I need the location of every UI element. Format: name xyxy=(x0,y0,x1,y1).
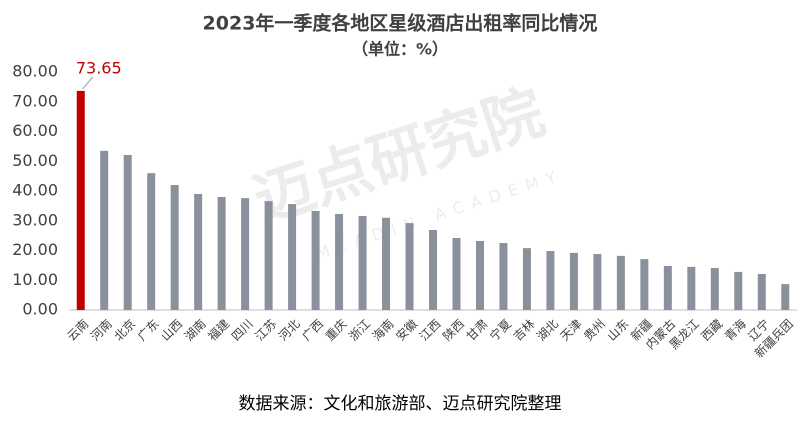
bar xyxy=(710,268,719,310)
x-tick-label: 西藏 xyxy=(699,317,726,344)
x-tick-label: 江苏 xyxy=(252,317,279,344)
bar xyxy=(640,259,649,310)
x-tick-label: 海南 xyxy=(369,316,397,344)
bar xyxy=(335,213,344,310)
bar xyxy=(546,251,555,310)
x-tick-label: 广东 xyxy=(135,317,162,344)
chart-subtitle: （单位：%） xyxy=(352,40,448,59)
bar xyxy=(288,204,297,310)
x-tick-label: 山西 xyxy=(158,317,185,344)
bar xyxy=(475,240,484,310)
bar xyxy=(382,217,391,310)
y-tick-label: 30.00 xyxy=(12,210,58,229)
x-tick-label: 湖南 xyxy=(181,316,209,344)
bar xyxy=(358,215,367,310)
chart-title: 2023年一季度各地区星级酒店出租率同比情况 xyxy=(203,12,598,35)
y-tick-label: 10.00 xyxy=(12,270,58,289)
x-tick-label: 河北 xyxy=(276,317,303,344)
bar xyxy=(123,155,132,310)
bar xyxy=(663,265,672,310)
x-tick-label: 宁夏 xyxy=(486,316,514,344)
x-tick-label: 山东 xyxy=(605,317,632,344)
x-tick-label: 福建 xyxy=(205,316,233,344)
x-tick-label: 北京 xyxy=(111,317,138,344)
bar xyxy=(757,274,766,310)
bar xyxy=(734,271,743,310)
data-label: 73.65 xyxy=(76,58,122,77)
bar xyxy=(616,255,625,310)
x-tick-label: 江西 xyxy=(417,317,444,344)
y-tick-label: 60.00 xyxy=(12,121,58,140)
bar xyxy=(781,284,790,310)
bar xyxy=(76,90,85,310)
x-tick-label: 湖北 xyxy=(533,316,561,344)
bar xyxy=(100,150,109,310)
bar xyxy=(687,266,696,310)
x-tick-label: 青海 xyxy=(721,316,749,344)
y-tick-label: 70.00 xyxy=(12,91,58,110)
x-tick-label: 广西 xyxy=(299,317,326,344)
y-tick-label: 50.00 xyxy=(12,151,58,170)
x-tick-label: 浙江 xyxy=(346,317,373,344)
x-tick-label: 河南 xyxy=(87,316,115,344)
y-tick-label: 0.00 xyxy=(22,300,58,319)
bar xyxy=(452,238,461,310)
x-tick-label: 四川 xyxy=(229,317,256,344)
bar xyxy=(194,193,203,310)
x-tick-label: 天津 xyxy=(558,317,585,344)
x-tick-label: 云南 xyxy=(64,316,92,344)
bar xyxy=(522,248,531,310)
x-tick-label: 安徽 xyxy=(393,316,421,344)
y-tick-label: 40.00 xyxy=(12,181,58,200)
bar xyxy=(499,243,508,310)
source-note: 数据来源：文化和旅游部、迈点研究院整理 xyxy=(239,394,562,414)
bar xyxy=(217,196,226,310)
bar xyxy=(569,252,578,310)
y-tick-label: 20.00 xyxy=(12,240,58,259)
x-tick-label: 陕西 xyxy=(439,316,467,344)
bar xyxy=(593,254,602,310)
bar xyxy=(147,173,156,310)
bar xyxy=(170,185,179,310)
label-leader xyxy=(82,76,94,90)
y-tick-label: 80.00 xyxy=(12,62,58,81)
bar xyxy=(405,223,414,310)
x-tick-label: 重庆 xyxy=(323,317,350,344)
bar xyxy=(429,229,437,310)
x-tick-label: 贵州 xyxy=(581,317,608,344)
x-tick-label: 甘肃 xyxy=(464,317,491,344)
bar xyxy=(311,210,320,310)
x-tick-label: 吉林 xyxy=(511,317,538,344)
bar xyxy=(241,198,250,310)
bar xyxy=(264,201,273,310)
